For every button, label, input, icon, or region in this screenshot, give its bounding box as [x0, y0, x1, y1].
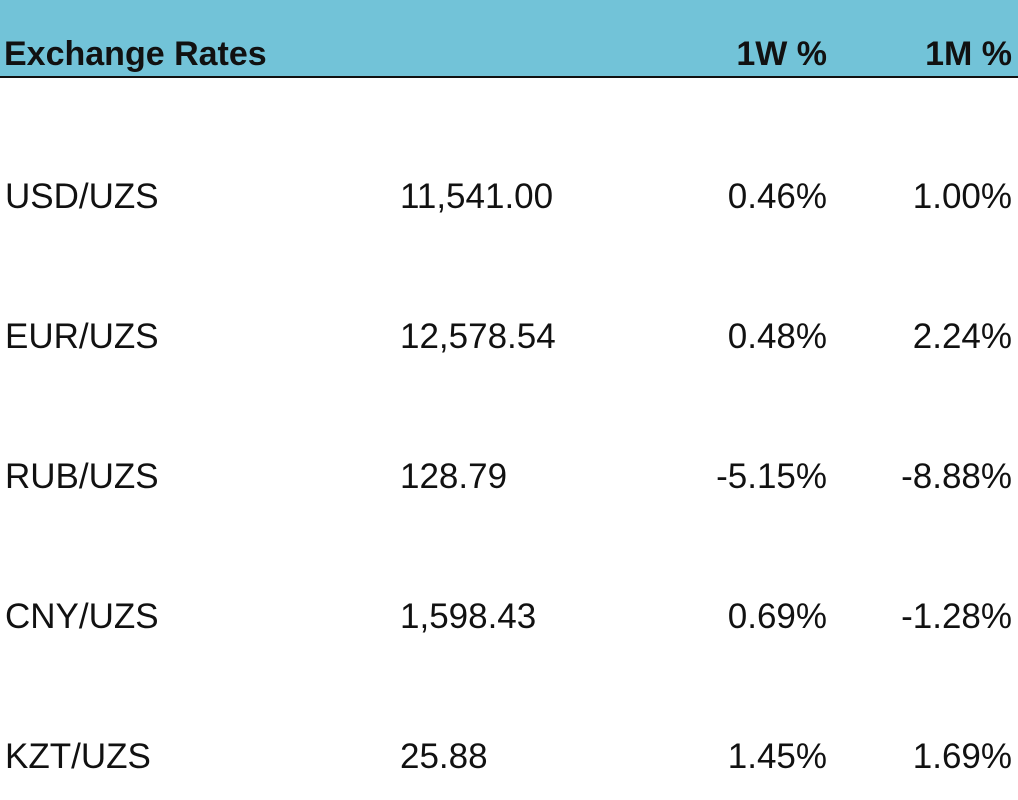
month-change: -1.28%	[901, 597, 1012, 636]
currency-pair: RUB/UZS	[5, 457, 159, 496]
month-change: -8.88%	[901, 457, 1012, 496]
week-change: 0.48%	[727, 317, 827, 356]
rate-value: 11,541.00	[400, 177, 554, 216]
rate-value: 128.79	[400, 457, 508, 496]
currency-pair: CNY/UZS	[5, 597, 159, 636]
rate-value: 25.88	[400, 737, 488, 776]
header-band: Exchange Rates 1W % 1M %	[0, 0, 1018, 78]
month-change: 1.00%	[912, 177, 1012, 216]
month-change: 2.24%	[912, 317, 1012, 356]
week-change: -5.15%	[716, 457, 827, 496]
column-header: 1W %	[736, 35, 827, 73]
currency-pair: KZT/UZS	[5, 737, 151, 776]
week-change: 0.46%	[727, 177, 827, 216]
column-header: 1M %	[925, 35, 1012, 73]
week-change: 0.69%	[727, 597, 827, 636]
rate-value: 1,598.43	[400, 597, 537, 636]
month-change: 1.69%	[912, 737, 1012, 776]
table-title: Exchange Rates	[4, 35, 267, 73]
currency-pair: USD/UZS	[5, 177, 159, 216]
currency-pair: EUR/UZS	[5, 317, 159, 356]
rate-value: 12,578.54	[400, 317, 556, 356]
week-change: 1.45%	[727, 737, 827, 776]
